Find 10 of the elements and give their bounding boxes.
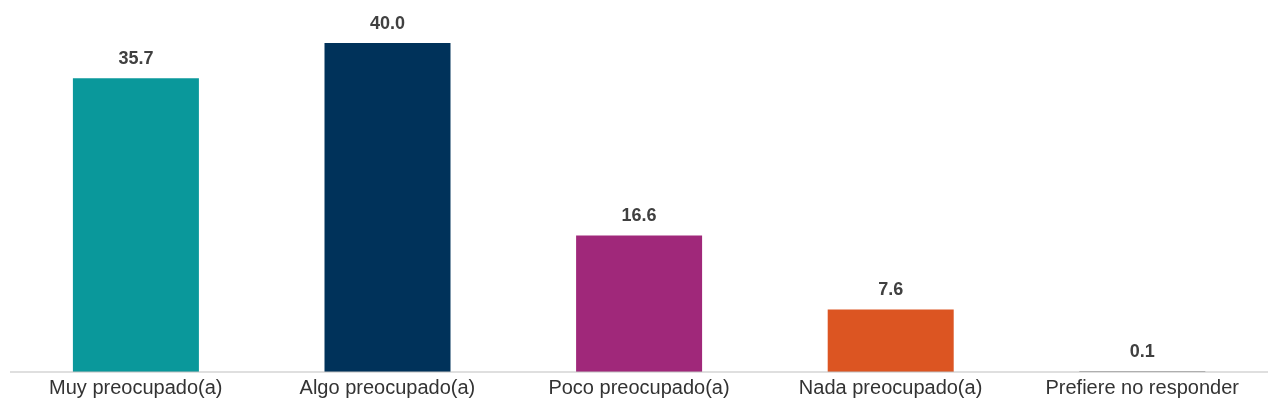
x-tick-label: Poco preocupado(a) <box>548 376 730 399</box>
x-tick-label: Prefiere no responder <box>1045 376 1240 399</box>
data-label: 35.7 <box>118 48 154 69</box>
x-tick-label: Algo preocupado(a) <box>299 376 476 399</box>
x-tick-label: Muy preocupado(a) <box>49 376 223 399</box>
x-tick-label: Nada preocupado(a) <box>798 376 983 399</box>
data-label: 16.6 <box>621 205 657 226</box>
data-label: 40.0 <box>369 13 406 33</box>
data-label: 0.1 <box>1129 341 1155 362</box>
data-label: 7.6 <box>878 279 904 300</box>
